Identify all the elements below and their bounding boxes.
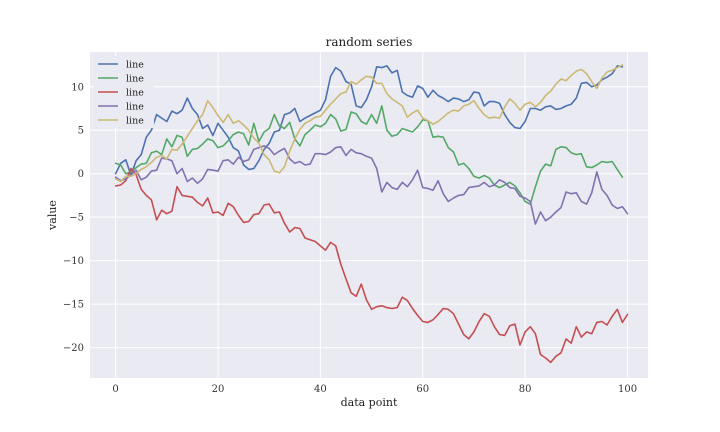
- legend-label-4: line: [126, 102, 144, 113]
- x-tick-label: 20: [212, 384, 225, 395]
- y-tick-label: 10: [71, 82, 84, 93]
- plot-background: [90, 52, 648, 378]
- series-line-2: [114, 105, 624, 205]
- x-tick-label: 0: [112, 384, 118, 395]
- legend-label-3: line: [126, 88, 144, 99]
- y-tick-labels: −20 −15 −10 −5 0 5 10: [63, 82, 84, 354]
- y-axis-label: value: [46, 200, 59, 231]
- y-tick-label: 0: [78, 169, 84, 180]
- series-line-3: [114, 167, 629, 364]
- x-tick-labels: 0 20 40 60 80 100: [112, 384, 637, 395]
- x-gridlines: [115, 52, 629, 378]
- chart-title: random series: [326, 35, 413, 49]
- x-tick-label: 60: [416, 384, 429, 395]
- x-tick-label: 80: [519, 384, 532, 395]
- series-lines: [114, 64, 629, 364]
- y-gridlines: [90, 86, 648, 349]
- series-line-1: [114, 65, 624, 177]
- legend-label-1: line: [126, 60, 144, 71]
- x-tick-label: 100: [618, 384, 637, 395]
- y-tick-label: 5: [78, 126, 84, 137]
- y-tick-label: −10: [63, 256, 84, 267]
- y-tick-label: −5: [69, 213, 84, 224]
- series-line-5: [114, 64, 624, 183]
- y-tick-label: −20: [63, 343, 84, 354]
- x-tick-label: 40: [314, 384, 327, 395]
- legend-label-5: line: [126, 116, 144, 127]
- y-tick-label: −15: [63, 300, 84, 311]
- legend-label-2: line: [126, 74, 144, 85]
- series-line-4: [114, 145, 629, 225]
- x-axis-label: data point: [341, 396, 398, 409]
- legend: line line line line line: [94, 56, 154, 128]
